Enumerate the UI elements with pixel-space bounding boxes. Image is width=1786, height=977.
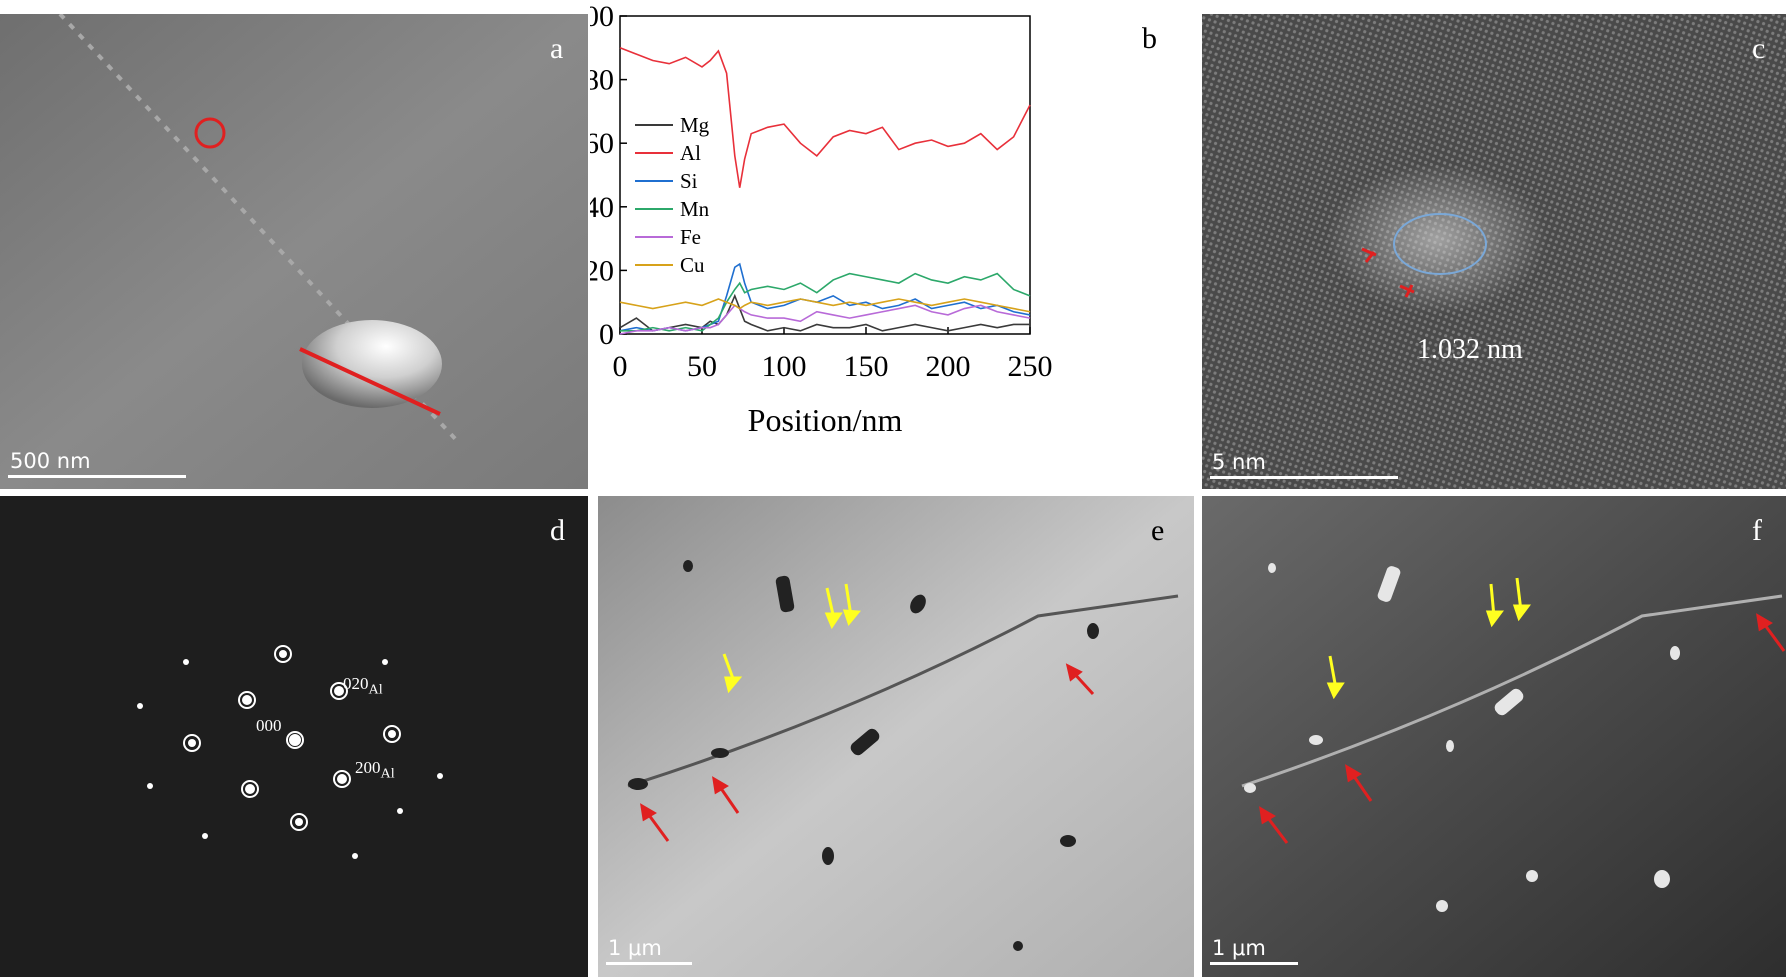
scale-text-e: 1 μm — [608, 936, 662, 960]
particle — [302, 320, 442, 408]
y-tick-label: 60 — [590, 127, 614, 160]
plot-frame — [619, 15, 1031, 335]
legend-label-si: Si — [680, 169, 698, 193]
linescan-line — [299, 347, 441, 416]
panel-d-fft-pattern: d 020Al 000 200Al — [0, 496, 588, 977]
y-tick-label: 0 — [599, 318, 614, 351]
y-tick-label: 20 — [590, 254, 614, 287]
panel-e-bright-field-image: e 1 μm — [598, 496, 1194, 977]
fft-spots — [0, 496, 588, 977]
legend-label-al: Al — [680, 141, 701, 165]
legend-label-mg: Mg — [680, 113, 710, 137]
dislocation-markers — [1361, 247, 1415, 298]
panel-label-e: e — [1151, 514, 1165, 547]
panel-a-sem-image: a 500 nm — [0, 14, 588, 489]
series-line-mn — [620, 272, 1031, 332]
y-tick-label: 100 — [590, 0, 614, 33]
spot-label-020: 020Al — [343, 674, 383, 698]
scale-bar-e — [606, 962, 692, 965]
y-tick-label: 80 — [590, 64, 614, 97]
y-tick-label: 40 — [590, 191, 614, 224]
series-line-mg — [619, 293, 1030, 332]
x-tick-label: 200 — [926, 350, 971, 383]
legend-label-fe: Fe — [680, 225, 701, 249]
highlight-circle — [194, 117, 226, 149]
scale-bar-a — [8, 475, 186, 478]
scale-text-c: 5 nm — [1212, 450, 1266, 474]
linescan-chart: 020406080100050100150200250Position/nmCo… — [590, 0, 1053, 438]
panel-c-hrtem-image: c 1.032 nm 5 nm — [1202, 14, 1786, 489]
scale-text-f: 1 μm — [1212, 936, 1266, 960]
dark-field-micrograph — [1202, 496, 1786, 977]
grain-boundary-f — [1241, 594, 1783, 788]
panel-label-b: b — [1142, 22, 1157, 55]
series-line-cu — [619, 298, 1031, 313]
x-tick-label: 100 — [762, 350, 807, 383]
panel-label-a: a — [550, 32, 564, 65]
x-tick-label: 250 — [1008, 350, 1053, 383]
panel-f-dark-field-image: f 1 μm — [1202, 496, 1786, 977]
x-tick-label: 0 — [613, 350, 628, 383]
measurement-label: 1.032 nm — [1417, 334, 1523, 365]
spot-label-200: 200Al — [355, 758, 395, 782]
sem-micrograph — [0, 14, 588, 489]
panel-label-d: d — [550, 514, 565, 547]
legend-label-cu: Cu — [680, 253, 705, 277]
legend-label-mn: Mn — [680, 197, 710, 221]
x-axis-title: Position/nm — [748, 402, 903, 438]
series-line-al — [619, 47, 1031, 188]
spot-label-000: 000 — [256, 716, 282, 735]
bright-field-micrograph — [598, 496, 1194, 977]
grain-boundary — [627, 594, 1179, 788]
panel-label-c: c — [1752, 32, 1766, 65]
panel-b-chart: 020406080100050100150200250Position/nmCo… — [590, 0, 1200, 490]
x-tick-label: 150 — [844, 350, 889, 383]
cluster-ring — [1393, 213, 1487, 275]
scale-text-a: 500 nm — [10, 449, 91, 473]
panel-label-f: f — [1752, 514, 1762, 547]
series-line-fe — [619, 304, 1031, 335]
scale-bar-c — [1210, 476, 1398, 479]
x-tick-label: 50 — [687, 350, 717, 383]
scale-bar-f — [1210, 962, 1298, 965]
hrtem-lattice — [1202, 14, 1786, 489]
